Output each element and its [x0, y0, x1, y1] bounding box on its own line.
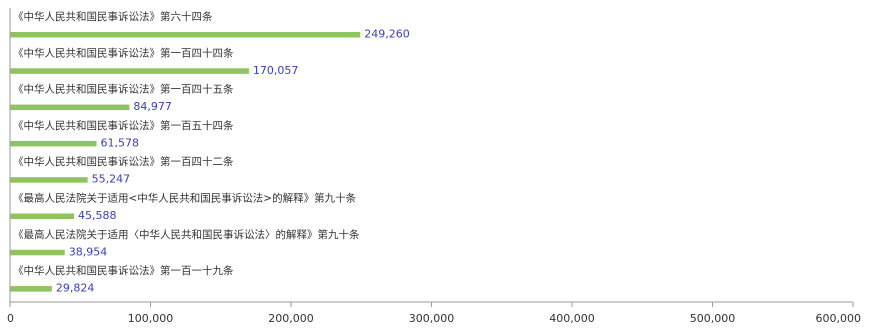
x-tick-label: 500,000	[690, 312, 736, 325]
bar	[10, 177, 88, 183]
value-label: 170,057	[253, 64, 299, 77]
bar	[10, 140, 97, 147]
bar	[10, 213, 75, 219]
category-label: 《中华人民共和国民事诉讼法》第一百四十五条	[13, 83, 234, 96]
x-tick-label: 0	[7, 312, 14, 325]
bar	[10, 68, 249, 74]
bar	[10, 32, 361, 38]
category-label: 《最高人民法院关于适用<中华人民共和国民事诉讼法>的解释》第九十条	[13, 192, 357, 205]
bar	[10, 104, 130, 111]
value-label: 45,588	[78, 209, 117, 222]
x-tick-label: 200,000	[268, 312, 314, 325]
bar	[10, 286, 52, 292]
value-label: 55,247	[92, 173, 131, 186]
value-label: 249,260	[364, 28, 410, 41]
category-label: 《中华人民共和国民事诉讼法》第一百四十四条	[13, 46, 234, 59]
category-label: 《中华人民共和国民事诉讼法》第一百五十四条	[13, 119, 234, 132]
x-tick-label: 300,000	[409, 312, 455, 325]
value-label: 38,954	[69, 245, 108, 258]
bar	[10, 249, 65, 256]
category-label: 《最高人民法院关于适用〈中华人民共和国民事诉讼法〉的解释》第九十条	[13, 228, 360, 241]
value-label: 29,824	[56, 282, 95, 295]
x-tick-label: 100,000	[128, 312, 174, 325]
bars-layer: 《中华人民共和国民事诉讼法》第六十四条 249,260 《中华人民共和国民事诉讼法》…	[10, 10, 410, 295]
value-label: 61,578	[101, 136, 140, 149]
category-label: 《中华人民共和国民事诉讼法》第六十四条	[13, 10, 213, 23]
category-label: 《中华人民共和国民事诉讼法》第一百一十九条	[13, 264, 234, 277]
x-tick-label: 400,000	[549, 312, 595, 325]
category-label: 《中华人民共和国民事诉讼法》第一百四十二条	[13, 155, 234, 168]
x-tick-label: 600,000	[816, 312, 862, 325]
x-axis: 0 100,000 200,000 300,000 400,000 500,000 600,…	[7, 8, 861, 325]
value-label: 84,977	[133, 100, 172, 113]
